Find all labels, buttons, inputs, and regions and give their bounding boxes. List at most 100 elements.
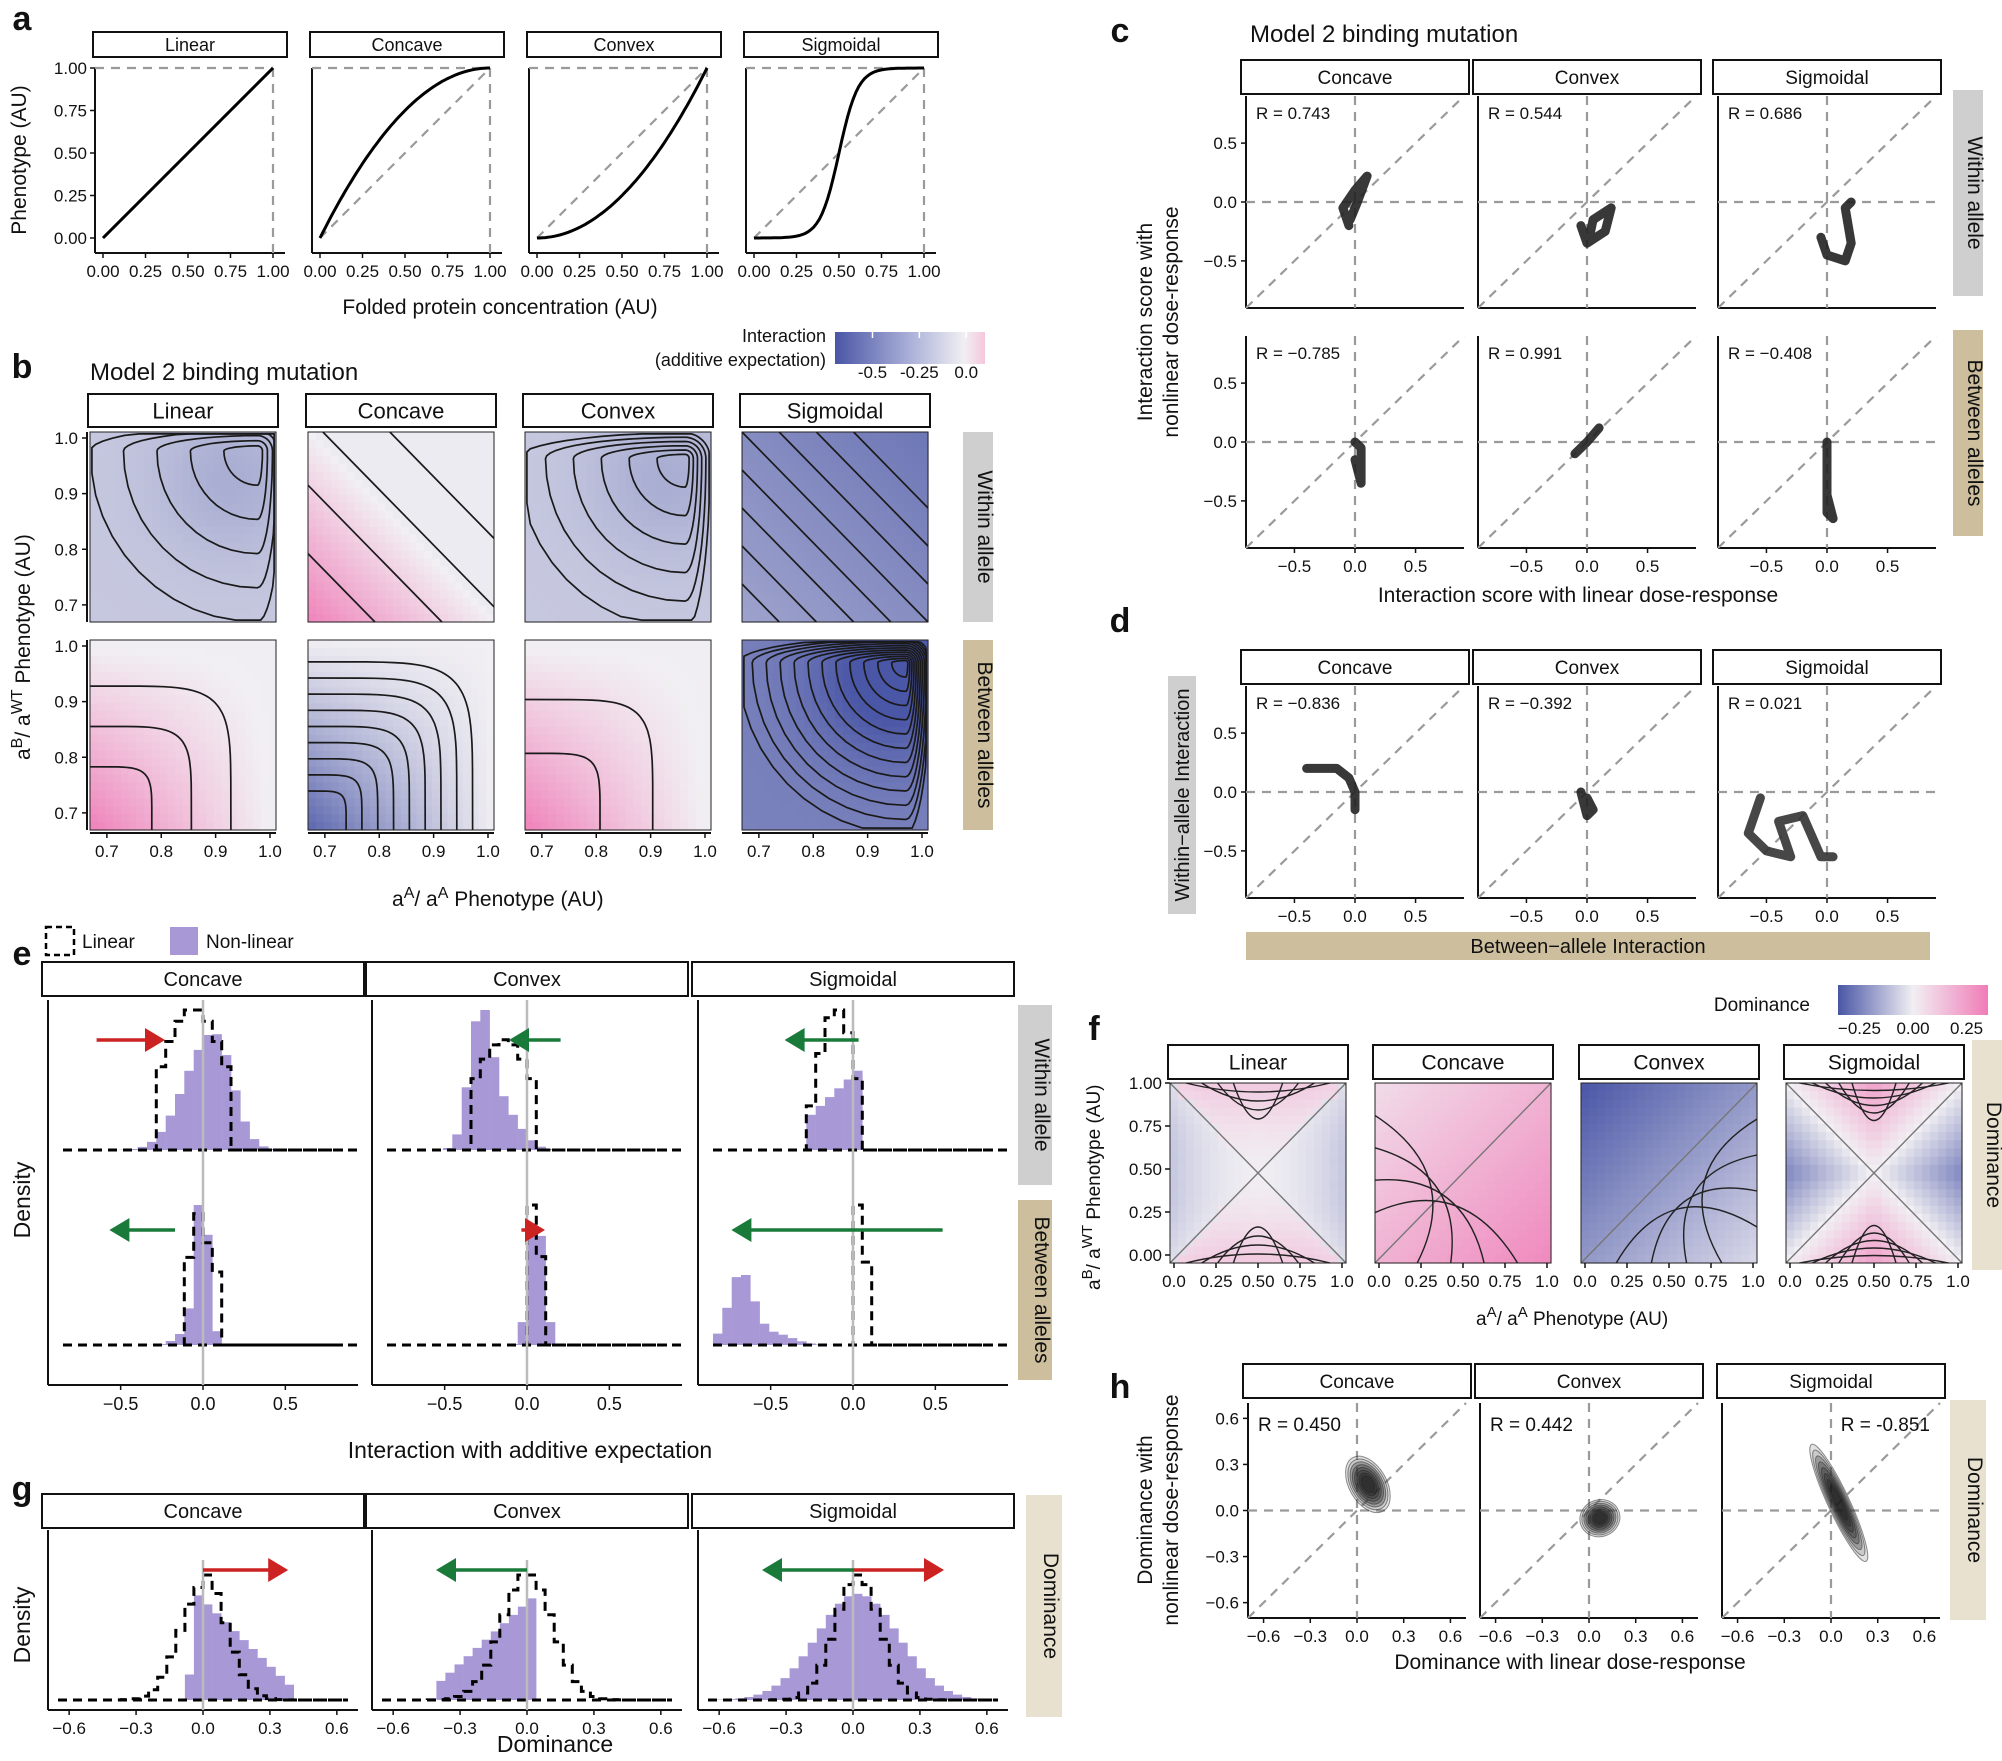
b-heat-pixel <box>354 640 363 649</box>
b-heat-pixel <box>556 727 565 736</box>
b-heat-pixel <box>190 590 200 599</box>
b-heat-pixel <box>703 447 712 457</box>
b-heat-pixel <box>897 455 906 465</box>
b-heat-pixel <box>221 790 231 799</box>
b-heat-pixel <box>308 640 317 649</box>
b-heat-pixel <box>695 687 704 697</box>
b-heat-pixel <box>556 614 565 623</box>
b-heat-pixel <box>237 766 246 776</box>
b-heat-pixel <box>858 463 867 473</box>
b-heat-pixel <box>463 447 472 457</box>
b-heat-pixel <box>811 742 821 752</box>
d-xtick-label: −0.5 <box>1510 907 1544 926</box>
b-heat-pixel <box>152 671 161 681</box>
b-heat-pixel <box>354 822 363 831</box>
b-heat-pixel <box>346 471 356 481</box>
b-heat-pixel <box>749 719 759 728</box>
b-heat-pixel <box>563 566 573 576</box>
b-heat-pixel <box>424 527 433 536</box>
b-heat-pixel <box>136 503 145 512</box>
b-heat-pixel <box>331 687 340 697</box>
b-heat-pixel <box>183 655 192 665</box>
b-heat-pixel <box>214 582 223 591</box>
b-heat-pixel <box>268 527 277 536</box>
b-heat-pixel <box>229 558 238 568</box>
b-heat-pixel <box>687 432 697 441</box>
b-heat-pixel <box>873 598 883 607</box>
b-heat-pixel <box>370 534 379 544</box>
b-heat-pixel <box>873 495 883 504</box>
b-heat-pixel <box>339 663 348 673</box>
b-heat-pixel <box>237 574 246 584</box>
b-heat-pixel <box>152 432 161 441</box>
b-heat-pixel <box>672 606 681 615</box>
b-heat-pixel <box>401 640 410 649</box>
b-heat-pixel <box>610 790 619 799</box>
b-heat-pixel <box>850 798 859 807</box>
b-heat-pixel <box>889 479 898 489</box>
a-curve-convex <box>537 67 709 240</box>
b-heat-pixel <box>323 774 332 784</box>
b-heat-pixel <box>362 671 371 681</box>
b-heat-pixel <box>470 671 480 681</box>
b-heat-pixel <box>97 766 107 776</box>
b-heat-pixel <box>540 758 549 768</box>
b-heat-pixel <box>159 614 169 623</box>
b-heat-pixel <box>610 495 619 504</box>
b-heat-pixel <box>827 735 836 744</box>
b-heat-pixel <box>920 439 929 449</box>
b-heat-pixel <box>703 814 712 823</box>
b-heat-pixel <box>370 511 379 520</box>
b-heat-pixel <box>672 806 681 815</box>
b-heat-pixel <box>183 527 192 536</box>
b-heat-pixel <box>315 447 325 457</box>
b-heat-pixel <box>416 590 425 599</box>
b-heat-pixel <box>152 750 161 760</box>
b-heat-pixel <box>672 790 681 799</box>
b-heat-pixel <box>641 727 650 736</box>
b-heat-pixel <box>393 790 402 799</box>
b-heat-pixel <box>672 663 681 673</box>
b-heat-pixel <box>641 655 650 665</box>
b-heat-pixel <box>842 782 852 792</box>
b-heat-pixel <box>136 719 145 728</box>
b-heat-pixel <box>850 495 859 504</box>
b-heat-pixel <box>136 495 145 504</box>
b-heat-pixel <box>237 479 246 489</box>
b-heat-pixel <box>811 463 821 473</box>
b-heat-pixel <box>339 432 348 441</box>
b-heat-pixel <box>245 774 254 784</box>
b-heat-pixel <box>268 558 277 568</box>
b-heat-pixel <box>656 711 666 720</box>
b-heat-pixel <box>136 687 145 697</box>
b-heat-pixel <box>773 727 782 736</box>
b-heat-pixel <box>625 432 635 441</box>
b-heat-pixel <box>525 806 534 815</box>
b-heat-pixel <box>579 455 588 465</box>
b-heat-pixel <box>331 511 340 520</box>
b-heat-pixel <box>664 614 673 623</box>
b-heat-pixel <box>136 574 145 584</box>
b-heat-pixel <box>656 566 666 576</box>
b-heat-pixel <box>183 822 192 831</box>
b-heat-pixel <box>525 606 534 615</box>
b-heat-pixel <box>842 814 852 823</box>
b-heat-pixel <box>687 598 697 607</box>
b-heat-pixel <box>105 822 114 831</box>
b-heat-pixel <box>804 447 813 457</box>
b-heat-pixel <box>773 439 782 449</box>
b-heat-pixel <box>416 790 425 799</box>
b-heat-pixel <box>377 471 387 481</box>
b-heat-pixel <box>602 606 611 615</box>
b-heat-pixel <box>486 671 495 681</box>
b-heat-pixel <box>571 798 580 807</box>
b-heat-pixel <box>873 790 883 799</box>
b-heat-pixel <box>804 479 813 489</box>
b-heat-pixel <box>229 640 238 649</box>
b-heat-pixel <box>773 550 782 560</box>
b-heat-pixel <box>463 735 472 744</box>
b-heat-pixel <box>167 774 176 784</box>
b-heat-pixel <box>703 566 712 576</box>
b-heat-pixel <box>252 735 262 744</box>
b-heat-pixel <box>858 542 867 552</box>
